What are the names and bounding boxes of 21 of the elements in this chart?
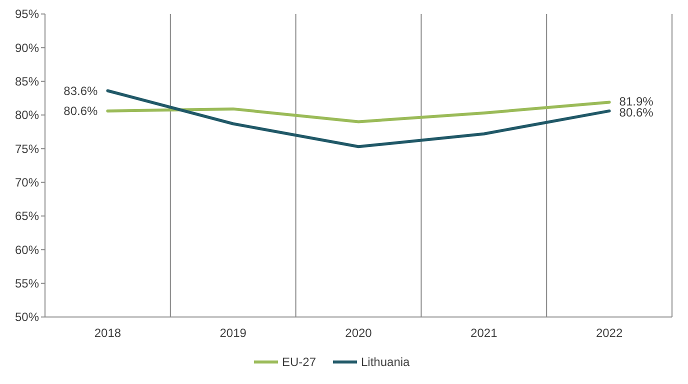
- y-tick-label: 75%: [14, 142, 40, 156]
- x-tick-label: 2018: [94, 326, 122, 340]
- legend-label: Lithuania: [361, 355, 410, 370]
- y-tick-label: 90%: [14, 40, 40, 55]
- y-tick-label: 70%: [14, 176, 40, 190]
- y-tick-label: 95%: [14, 7, 40, 22]
- y-tick-label: 65%: [14, 209, 40, 224]
- x-tick-label: 2019: [220, 326, 247, 340]
- line-series: [106, 89, 611, 148]
- y-tick-label: 50%: [14, 310, 40, 324]
- x-tick-label: 2020: [345, 326, 372, 340]
- x-tick-label: 2021: [470, 326, 498, 340]
- y-tick-label: 85%: [14, 74, 40, 89]
- y-tick-label: 55%: [14, 276, 40, 291]
- data-label: 83.6%: [64, 84, 98, 98]
- line-series: [106, 100, 611, 124]
- y-tick-label: 60%: [14, 242, 40, 257]
- data-label: 80.6%: [64, 104, 98, 118]
- legend-label: EU-27: [282, 355, 316, 370]
- y-tick-label: 80%: [14, 108, 40, 122]
- x-tick-label: 2022: [596, 326, 623, 340]
